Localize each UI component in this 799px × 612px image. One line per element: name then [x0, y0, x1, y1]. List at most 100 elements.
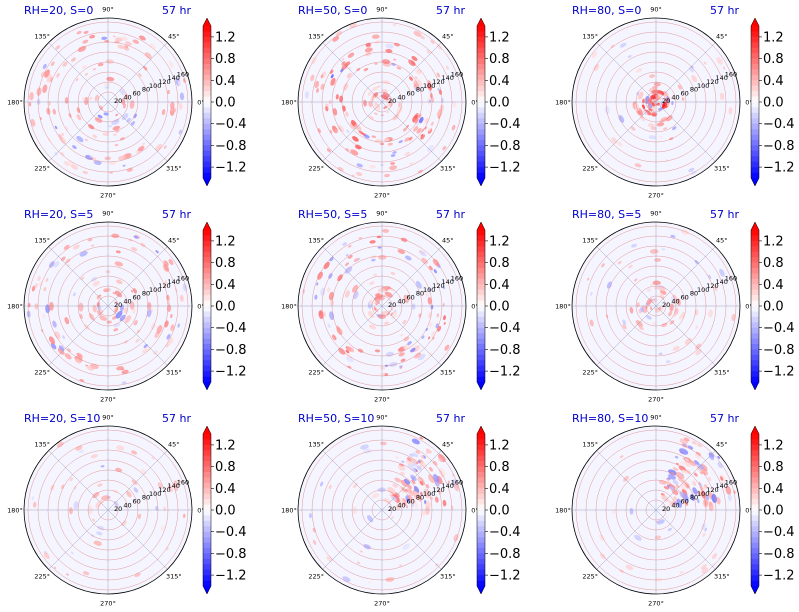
field-patch — [422, 509, 426, 516]
colorbar-tick-label: −0.4 — [763, 117, 795, 132]
field-patch — [90, 155, 94, 158]
field-patch — [129, 301, 135, 310]
colorbar-band — [203, 564, 211, 571]
field-patch — [344, 266, 353, 274]
colorbar-band — [203, 145, 211, 152]
field-patch — [144, 52, 152, 59]
field-patch — [419, 436, 424, 440]
colorbar-extend-min — [203, 178, 211, 186]
colorbar-tick-label: 0.4 — [489, 278, 510, 293]
colorbar-tick-label: −0.8 — [763, 547, 795, 562]
panel-time-label: 57 hr — [436, 412, 465, 425]
field-patch — [690, 493, 695, 501]
angular-gridline — [655, 101, 716, 162]
field-patch — [363, 68, 369, 72]
field-patch — [438, 467, 446, 477]
field-patch — [680, 484, 688, 493]
colorbar-outline — [202, 17, 212, 187]
colorbar-band — [751, 58, 759, 65]
field-patch — [126, 490, 132, 498]
field-patch — [652, 280, 661, 286]
field-patch — [428, 127, 432, 132]
colorbar: 1.2 0.8 0.4 0.0 −0.4 −0.8 −1.2 — [202, 17, 247, 187]
field-patch — [347, 346, 355, 353]
angular-tick-label: 270° — [648, 192, 664, 200]
angular-tick-label: 225° — [34, 368, 50, 376]
field-patch — [132, 308, 136, 314]
angular-gridline — [107, 101, 168, 162]
polar-frame — [23, 17, 193, 187]
field-patch — [182, 513, 186, 518]
field-patch — [700, 490, 706, 499]
field-patch — [427, 144, 434, 152]
field-patch — [155, 143, 163, 152]
field-patch — [139, 35, 146, 41]
colorbar-band — [477, 273, 485, 280]
colorbar-tick-label: 0.8 — [763, 460, 784, 475]
polar-frame — [23, 425, 193, 595]
radial-tick-label: 20 — [114, 301, 122, 309]
field-patch — [681, 97, 684, 101]
colorbar-band — [477, 295, 485, 301]
field-patch — [89, 34, 96, 39]
angular-tick-label: 270° — [374, 600, 390, 608]
field-patch — [405, 255, 412, 261]
field-patch — [117, 44, 125, 49]
colorbar-band — [203, 167, 211, 173]
field-patch — [665, 514, 669, 518]
field-patch — [389, 362, 398, 367]
field-patch — [369, 240, 376, 244]
field-patch — [52, 108, 56, 115]
field-patch — [416, 465, 422, 471]
colorbar-band — [751, 172, 759, 179]
panel-title: RH=20, S=10 — [24, 412, 100, 425]
colorbar-band — [203, 240, 211, 247]
field-patch — [662, 90, 669, 98]
panel-time-label: 57 hr — [162, 412, 191, 425]
field-patch — [331, 334, 337, 341]
field-patch — [114, 306, 119, 313]
colorbar-band — [203, 520, 211, 527]
field-patch — [356, 561, 361, 564]
field-patch — [638, 326, 644, 330]
colorbar-band — [203, 300, 211, 307]
angular-tick-label: 135° — [308, 33, 324, 41]
field-patch — [411, 438, 420, 445]
radial-tick-label: 40 — [671, 501, 679, 509]
colorbar-band — [203, 42, 211, 49]
field-patch — [58, 345, 65, 352]
field-patch — [414, 86, 419, 92]
field-patch — [55, 45, 61, 50]
field-patch — [427, 336, 431, 340]
colorbar-band — [751, 306, 759, 312]
field-patch — [126, 167, 133, 172]
field-patch — [103, 83, 108, 86]
field-patch — [341, 63, 349, 70]
colorbar-band — [477, 31, 485, 38]
colorbar-band — [477, 69, 485, 76]
colorbar-band — [477, 53, 485, 59]
radial-tick-label: 140 — [167, 278, 179, 286]
field-patch — [105, 59, 114, 64]
colorbar-band — [477, 47, 485, 54]
field-patch — [619, 42, 627, 48]
field-patch — [57, 347, 65, 355]
field-patch — [119, 314, 126, 322]
angular-tick-label: 315° — [166, 164, 182, 172]
field-patch — [371, 86, 378, 92]
field-patch — [625, 564, 634, 571]
field-patch — [591, 51, 598, 59]
field-patch — [75, 445, 83, 451]
radial-tick-label: 120 — [432, 78, 444, 86]
field-patch — [133, 319, 138, 326]
field-patch — [355, 172, 363, 176]
field-patch — [668, 310, 673, 317]
colorbar-band — [751, 246, 759, 253]
field-patch — [400, 497, 404, 503]
colorbar-band — [751, 548, 759, 554]
field-patch — [179, 294, 184, 302]
field-patch — [368, 115, 374, 120]
field-patch — [701, 567, 709, 574]
colorbar-band — [203, 85, 211, 92]
field-patch — [136, 329, 141, 334]
